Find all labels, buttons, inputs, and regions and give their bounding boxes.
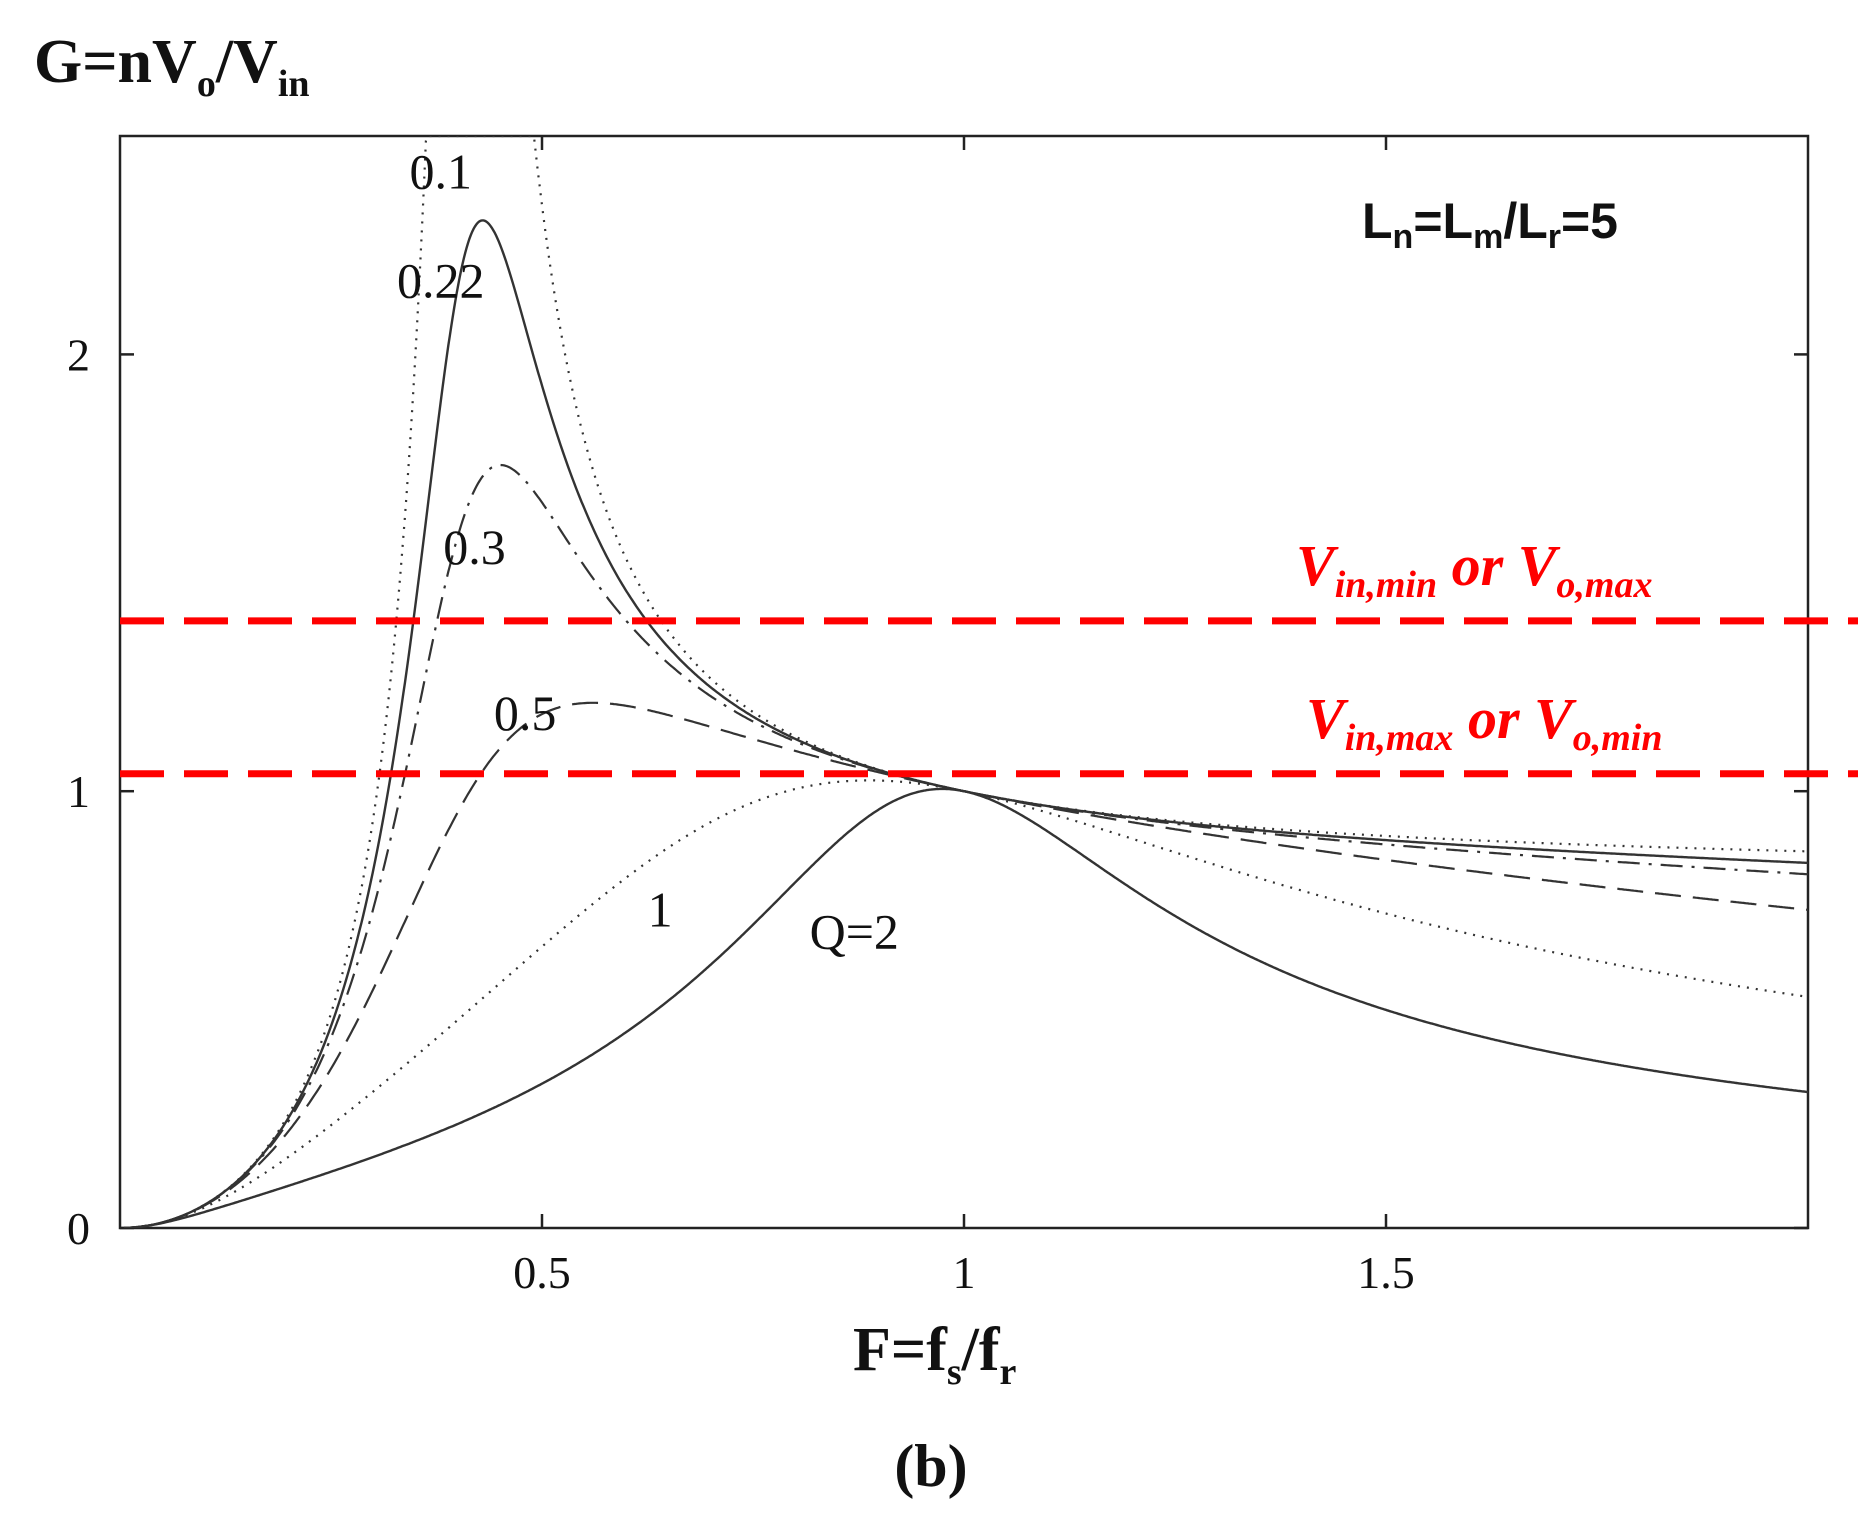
curve-label-0: 0.1: [409, 143, 472, 199]
y-tick-label-0: 0: [67, 1203, 90, 1254]
panel-label: (b): [894, 1433, 967, 1499]
lower-ref-label: Vin,max or Vo,min: [1306, 686, 1662, 759]
curve-label-4: 1: [648, 882, 673, 938]
y-axis-title: G=nVo/Vin: [34, 28, 310, 105]
curve-label-2: 0.3: [443, 519, 506, 575]
y-tick-label-1: 1: [67, 766, 90, 817]
ln-annotation: Ln=Lm/Lr=5: [1362, 193, 1618, 256]
reference-lines: [120, 617, 1858, 778]
plot-frame: [118, 134, 1810, 1230]
curve-label-1: 0.22: [397, 253, 485, 309]
x-tick-label-0: 0.5: [513, 1247, 571, 1298]
curve-q-0_5: [124, 701, 1808, 1228]
x-tick-label-2: 1.5: [1357, 1247, 1415, 1298]
upper-ref-label: Vin,min or Vo,max: [1296, 533, 1652, 606]
curve-q-Q2: [124, 787, 1808, 1228]
curve-label-3: 0.5: [494, 685, 557, 741]
gain-curves: [124, 136, 1808, 1228]
x-axis-title: F=fs/fr: [853, 1316, 1017, 1393]
curve-labels: 0.1 0.22 0.3 0.5 1 Q=2: [397, 143, 899, 959]
curve-q-0_1: [124, 136, 1808, 1228]
curve-label-5: Q=2: [810, 903, 899, 959]
axis-ticks: 0.5 1 1.5 0 1 2: [67, 136, 1808, 1298]
y-tick-label-2: 2: [67, 329, 90, 380]
x-tick-label-1: 1: [953, 1247, 976, 1298]
curve-q-1: [124, 779, 1808, 1228]
